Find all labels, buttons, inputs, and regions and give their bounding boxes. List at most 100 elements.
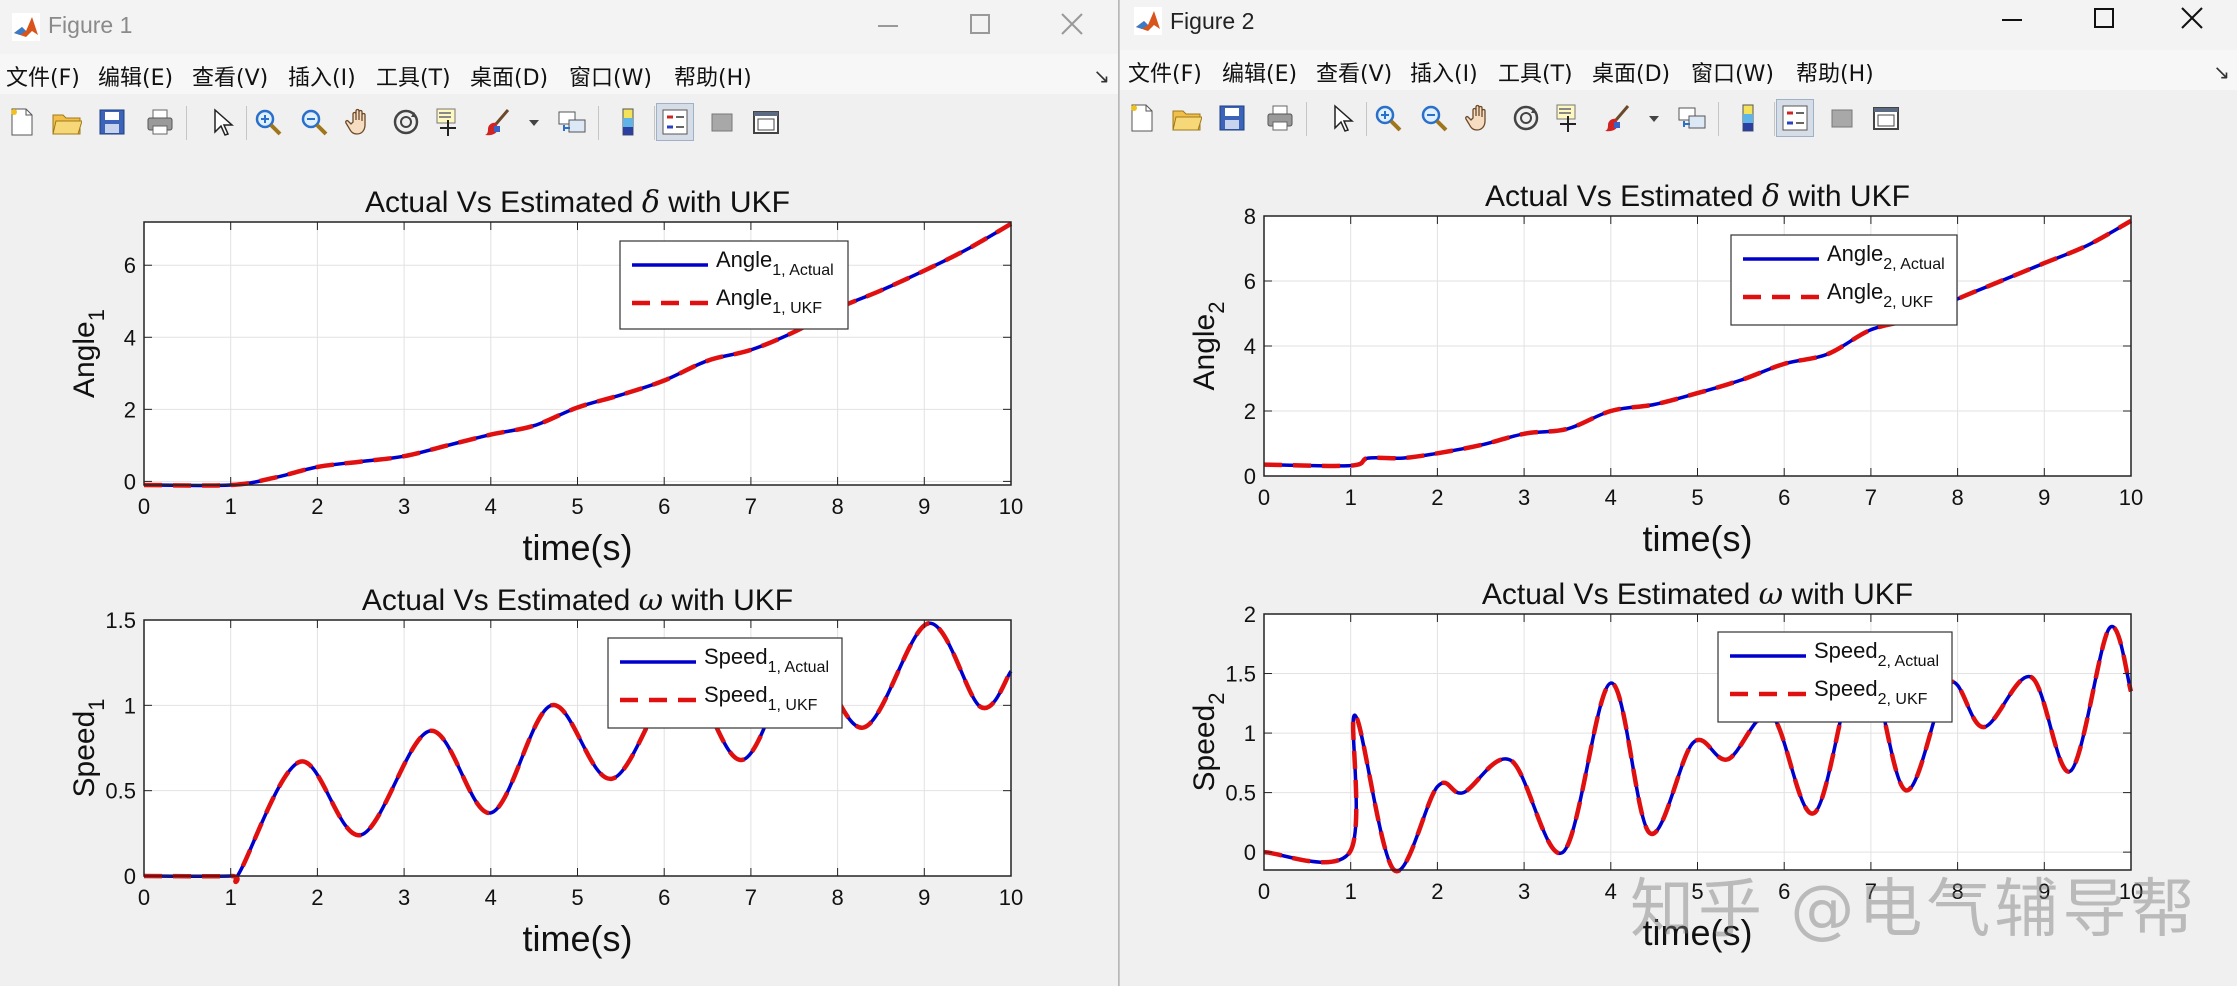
new-figure-button[interactable] (4, 104, 40, 140)
insert-legend-button[interactable] (1776, 99, 1814, 137)
menu-window[interactable]: 窗口(W) (1691, 62, 1774, 87)
maximize-button[interactable] (934, 0, 1026, 48)
brush-button[interactable] (1600, 100, 1636, 136)
pan-button[interactable] (1462, 100, 1498, 136)
new-figure-button[interactable] (1124, 100, 1160, 136)
x-tick-label: 7 (1865, 879, 1877, 904)
x-tick-label: 5 (1691, 485, 1703, 510)
zoom-out-icon (1421, 105, 1448, 132)
brush-button[interactable] (480, 104, 516, 140)
x-tick-label: 2 (1431, 485, 1443, 510)
axes-title-suffix: with UKF (663, 584, 793, 617)
x-tick-label: 9 (2038, 879, 2050, 904)
legend-box[interactable] (607, 637, 843, 729)
y-axis-label-base: Angle (68, 321, 101, 398)
menu-file[interactable]: 文件(F) (6, 66, 80, 91)
menu-view[interactable]: 查看(V) (1316, 62, 1393, 87)
hide-plot-tools-button[interactable] (1824, 100, 1860, 136)
zoom-in-button[interactable] (250, 104, 286, 140)
save-button[interactable] (94, 104, 130, 140)
y-tick-label: 8 (1244, 204, 1256, 229)
minimize-button[interactable] (1966, 0, 2058, 42)
brush-dropdown-button[interactable] (524, 104, 540, 140)
menu-view[interactable]: 查看(V) (192, 66, 269, 91)
link-plot-button[interactable] (1674, 100, 1710, 136)
insert-colorbar-button[interactable] (610, 104, 646, 140)
x-tick-label: 3 (398, 885, 410, 910)
print-icon (1267, 105, 1293, 131)
show-plot-tools-button[interactable] (1868, 100, 1904, 136)
menu-edit[interactable]: 编辑(E) (98, 66, 174, 91)
dock-arrow-icon[interactable]: ↘ (1093, 64, 1110, 88)
series-ukf-line (143, 221, 1013, 488)
close-button[interactable] (1026, 0, 1118, 48)
zoom-out-button[interactable] (296, 104, 332, 140)
rotate-3d-icon (1513, 105, 1539, 131)
rotate-3d-button[interactable] (1508, 100, 1544, 136)
new-figure-icon (11, 108, 33, 136)
print-button[interactable] (142, 104, 178, 140)
dock-arrow-icon[interactable]: ↘ (2213, 60, 2230, 84)
show-plot-tools-button[interactable] (748, 104, 784, 140)
menu-edit[interactable]: 编辑(E) (1222, 62, 1298, 87)
data-cursor-button[interactable] (432, 104, 468, 140)
menu-desktop[interactable]: 桌面(D) (1592, 62, 1671, 87)
zoom-in-button[interactable] (1370, 100, 1406, 136)
select-pointer-button[interactable] (202, 104, 238, 140)
close-button[interactable] (2146, 0, 2237, 42)
title-bar[interactable]: Figure 1 (0, 0, 1118, 54)
select-pointer-button[interactable] (1322, 100, 1358, 136)
link-plot-button[interactable] (554, 104, 590, 140)
x-axis-label: time(s) (1643, 912, 1753, 953)
legend-entry-subscript: 2, Actual (1883, 256, 1944, 273)
brush-dropdown-button[interactable] (1644, 100, 1660, 136)
x-tick-label: 0 (1258, 879, 1270, 904)
menu-insert[interactable]: 插入(I) (1410, 62, 1478, 87)
zoom-out-button[interactable] (1416, 100, 1452, 136)
menu-help[interactable]: 帮助(H) (674, 66, 752, 91)
legend-box[interactable] (1730, 234, 1958, 326)
x-tick-label: 3 (1518, 879, 1530, 904)
menu-file[interactable]: 文件(F) (1128, 62, 1202, 87)
rotate-3d-button[interactable] (388, 104, 424, 140)
hide-plot-tools-button[interactable] (704, 104, 740, 140)
pan-button[interactable] (342, 104, 378, 140)
legend-entry-subscript: 1, Actual (768, 659, 829, 676)
legend-box[interactable] (1717, 631, 1953, 723)
insert-colorbar-button[interactable] (1730, 100, 1766, 136)
menu-desktop[interactable]: 桌面(D) (470, 66, 549, 91)
x-tick-label: 5 (571, 885, 583, 910)
menu-tools[interactable]: 工具(T) (376, 66, 451, 91)
zoom-in-icon (1375, 105, 1402, 132)
menu-tools[interactable]: 工具(T) (1498, 62, 1573, 87)
y-axis-label: Speed2 (1188, 693, 1229, 792)
minimize-button[interactable] (842, 0, 934, 48)
zoom-out-icon (301, 109, 328, 136)
insert-legend-icon (662, 109, 688, 135)
save-button[interactable] (1214, 100, 1250, 136)
print-button[interactable] (1262, 100, 1298, 136)
axes-title-symbol: ω (1759, 577, 1783, 612)
legend-box[interactable] (619, 240, 849, 330)
maximize-button[interactable] (2058, 0, 2150, 42)
menu-insert[interactable]: 插入(I) (288, 66, 356, 91)
open-file-button[interactable] (48, 104, 84, 140)
menu-window[interactable]: 窗口(W) (569, 66, 652, 91)
x-tick-label: 10 (999, 494, 1023, 519)
title-bar[interactable]: Figure 2 (1120, 0, 2237, 54)
data-cursor-button[interactable] (1552, 100, 1588, 136)
menu-help[interactable]: 帮助(H) (1796, 62, 1874, 87)
x-tick-label: 0 (1258, 485, 1270, 510)
y-tick-label: 0.5 (1225, 781, 1256, 806)
axes-title-symbol: ω (639, 583, 663, 618)
data-cursor-icon (436, 108, 456, 136)
open-file-button[interactable] (1168, 100, 1204, 136)
y-tick-label: 0 (1244, 840, 1256, 865)
insert-legend-button[interactable] (656, 103, 694, 141)
x-tick-label: 6 (1778, 879, 1790, 904)
